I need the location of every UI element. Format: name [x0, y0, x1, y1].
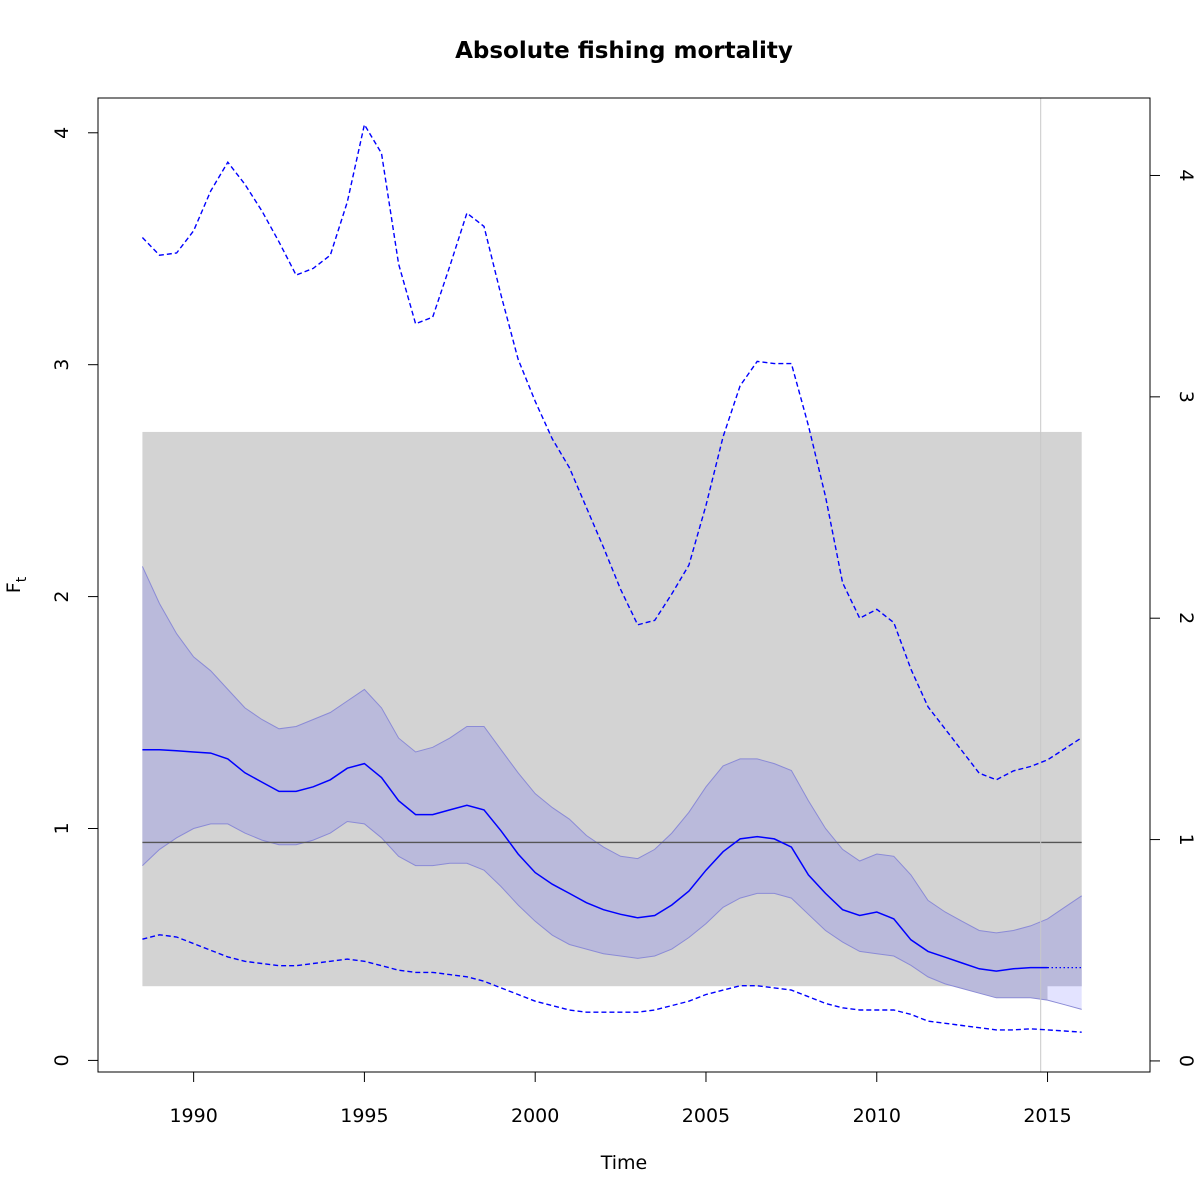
plot-frame — [97, 97, 1151, 1073]
y-right-tick-label-0: 0 — [1175, 1055, 1197, 1067]
y-tick-label-4: 4 — [51, 127, 73, 139]
y-axis-label-subscript: t — [14, 576, 30, 582]
x-tick-label-2000: 2000 — [511, 1105, 559, 1127]
y-axis-label-group: Ft — [3, 576, 30, 593]
x-tick-label-1990: 1990 — [169, 1105, 217, 1127]
x-axis-label: Time — [600, 1152, 648, 1174]
band-lower-edge — [142, 820, 1082, 1010]
confidence-band-projection — [1047, 895, 1082, 987]
y-axis-label: Ft — [3, 576, 30, 593]
y-axis-label-main: F — [3, 582, 25, 593]
lower-dashed-line — [142, 934, 1082, 1033]
y-tick-label-3: 3 — [51, 359, 73, 371]
y-tick-label-1: 1 — [51, 822, 73, 834]
estimate-line — [142, 748, 1048, 972]
y-tick-label-2: 2 — [51, 591, 73, 603]
confidence-band — [142, 566, 1048, 1001]
x-tick-label-2010: 2010 — [853, 1105, 901, 1127]
upper-dashed-line — [141, 122, 1083, 781]
y-right-tick-label-2: 2 — [1175, 612, 1197, 624]
x-tick-label-2015: 2015 — [1023, 1105, 1071, 1127]
chart-title: Absolute fishing mortality — [455, 38, 793, 64]
band-upper-edge — [141, 566, 1082, 934]
axes: 1990 1995 2000 2005 2010 2015 0 1 2 3 4 0 1 2 3 4 — [51, 127, 1197, 1127]
x-tick-label-1995: 1995 — [340, 1105, 388, 1127]
x-tick-label-2005: 2005 — [682, 1105, 730, 1127]
y-right-tick-label-3: 3 — [1175, 391, 1197, 403]
plot-area — [141, 98, 1083, 1072]
y-right-tick-label-4: 4 — [1175, 169, 1197, 181]
y-right-tick-label-1: 1 — [1175, 834, 1197, 846]
y-tick-label-0: 0 — [51, 1054, 73, 1066]
